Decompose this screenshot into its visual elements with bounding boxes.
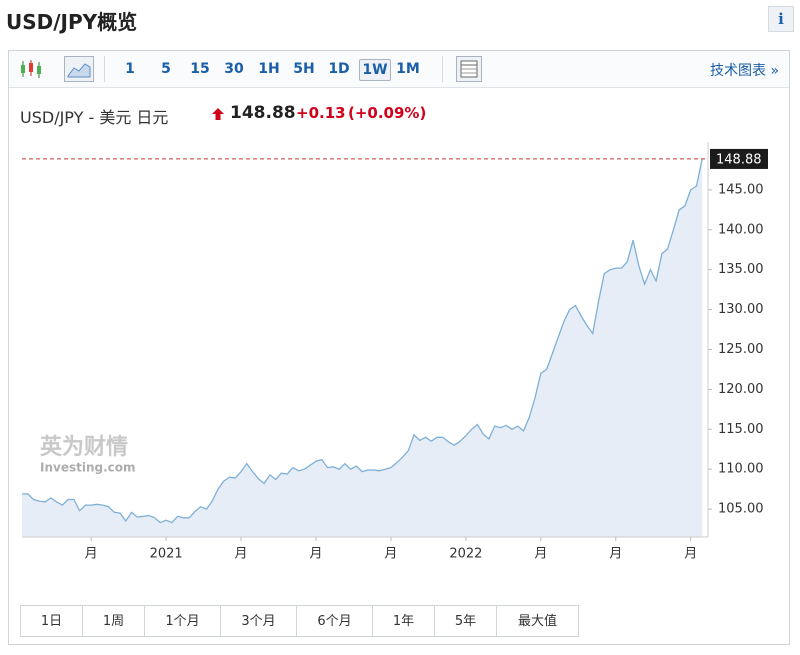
- x-tick-label: 2022: [449, 547, 482, 562]
- x-tick-label: 月: [684, 547, 697, 562]
- y-tick-label: 145.00: [718, 182, 764, 197]
- interval-button[interactable]: 1: [125, 61, 135, 77]
- last-price-label: 148.88: [716, 152, 762, 167]
- range-button[interactable]: 1年: [372, 605, 435, 637]
- range-button[interactable]: 1周: [82, 605, 145, 637]
- x-tick-label: 月: [235, 547, 248, 562]
- panel: [8, 50, 790, 645]
- price-line: [22, 158, 703, 524]
- tech-chart-link[interactable]: 技术图表 »: [710, 63, 780, 79]
- change: +0.13: [296, 104, 346, 122]
- interval-button[interactable]: 30: [224, 61, 244, 77]
- last-price-box: [710, 148, 768, 169]
- interval-button[interactable]: 5: [161, 61, 171, 77]
- y-tick-label: 110.00: [718, 462, 764, 477]
- x-tick-label: 月: [309, 547, 322, 562]
- y-tick-label: 140.00: [718, 222, 764, 237]
- up-arrow: [212, 108, 224, 120]
- range-button[interactable]: 1个月: [144, 605, 221, 637]
- pair-name: USD/JPY - 美元 日元: [20, 108, 169, 127]
- candle-icon[interactable]: [18, 58, 44, 80]
- range-button[interactable]: 最大值: [496, 605, 579, 637]
- watermark: Investing.com: [40, 461, 136, 475]
- info-button[interactable]: i: [768, 6, 794, 32]
- interval-button[interactable]: 1M: [396, 61, 420, 77]
- separator: [442, 56, 443, 82]
- change-percent: (+0.09%): [348, 104, 427, 122]
- range-button[interactable]: 5年: [434, 605, 497, 637]
- price: 148.88: [230, 103, 296, 123]
- x-tick-label: 月: [85, 547, 98, 562]
- interval-button[interactable]: 1H: [258, 61, 280, 77]
- x-tick-label: 月: [534, 547, 547, 562]
- range-button[interactable]: 1日: [20, 605, 83, 637]
- area-icon[interactable]: [64, 56, 94, 82]
- watermark: 英为财情: [40, 434, 128, 460]
- range-button[interactable]: 3个月: [220, 605, 297, 637]
- area-fill: [22, 158, 703, 537]
- y-tick-label: 120.00: [718, 382, 764, 397]
- y-tick-label: 135.00: [718, 262, 764, 277]
- table-icon[interactable]: [456, 56, 482, 82]
- x-tick-label: 月: [609, 547, 622, 562]
- interval-button[interactable]: 15: [190, 61, 210, 77]
- interval-button[interactable]: 1D: [328, 61, 350, 77]
- range-button[interactable]: 6个月: [296, 605, 373, 637]
- page-title: USD/JPY概览: [6, 10, 138, 34]
- interval-button[interactable]: 5H: [293, 61, 315, 77]
- y-tick-label: 130.00: [718, 302, 764, 317]
- y-tick-label: 105.00: [718, 502, 764, 517]
- interval-button[interactable]: 1W: [359, 59, 391, 81]
- x-tick-label: 2021: [150, 547, 183, 562]
- separator: [104, 56, 105, 82]
- toolbar: [9, 51, 789, 88]
- y-tick-label: 125.00: [718, 342, 764, 357]
- x-tick-label: 月: [384, 547, 397, 562]
- y-tick-label: 115.00: [718, 422, 764, 437]
